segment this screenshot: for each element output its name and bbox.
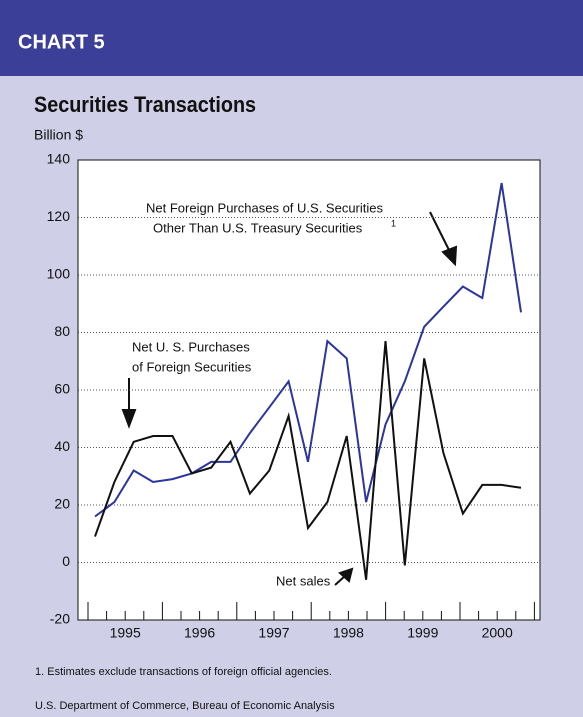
annotation: Net sales — [276, 573, 331, 588]
annotation: Net U. S. Purchases — [132, 339, 250, 354]
y-tick-label: 20 — [54, 496, 70, 512]
x-tick-label: 1999 — [407, 625, 438, 641]
x-tick-label: 2000 — [482, 625, 513, 641]
x-tick-label: 1995 — [110, 625, 141, 641]
y-tick-label: 100 — [47, 266, 71, 282]
source: U.S. Department of Commerce, Bureau of E… — [35, 700, 335, 712]
arrows — [121, 211, 458, 586]
annotation-note: 1 — [391, 218, 396, 228]
annotation: Net Foreign Purchases of U.S. Securities — [146, 200, 383, 215]
annotation: of Foreign Securities — [132, 359, 252, 374]
y-tick-label: 140 — [47, 151, 71, 167]
y-axis-label: Billion $ — [34, 127, 83, 143]
header-band — [0, 0, 583, 76]
y-tick-label: 60 — [54, 381, 70, 397]
annotation: Other Than U.S. Treasury Securities — [153, 220, 363, 235]
y-tick-label: 80 — [54, 323, 70, 339]
y-tick-label: -20 — [50, 611, 70, 627]
y-tick-label: 0 — [62, 553, 70, 569]
series-line — [94, 341, 522, 580]
header: CHART 5 — [18, 31, 105, 53]
plot-border — [77, 159, 541, 621]
y-tick-label: 40 — [54, 438, 70, 454]
y-tick-label: 120 — [47, 208, 71, 224]
chart-title: Securities Transactions — [34, 93, 256, 117]
x-tick-label: 1997 — [258, 625, 289, 641]
x-tick-label: 1996 — [184, 625, 215, 641]
series-line — [94, 182, 522, 518]
footnote: 1. Estimates exclude transactions of for… — [35, 666, 332, 678]
x-tick-label: 1998 — [333, 625, 364, 641]
